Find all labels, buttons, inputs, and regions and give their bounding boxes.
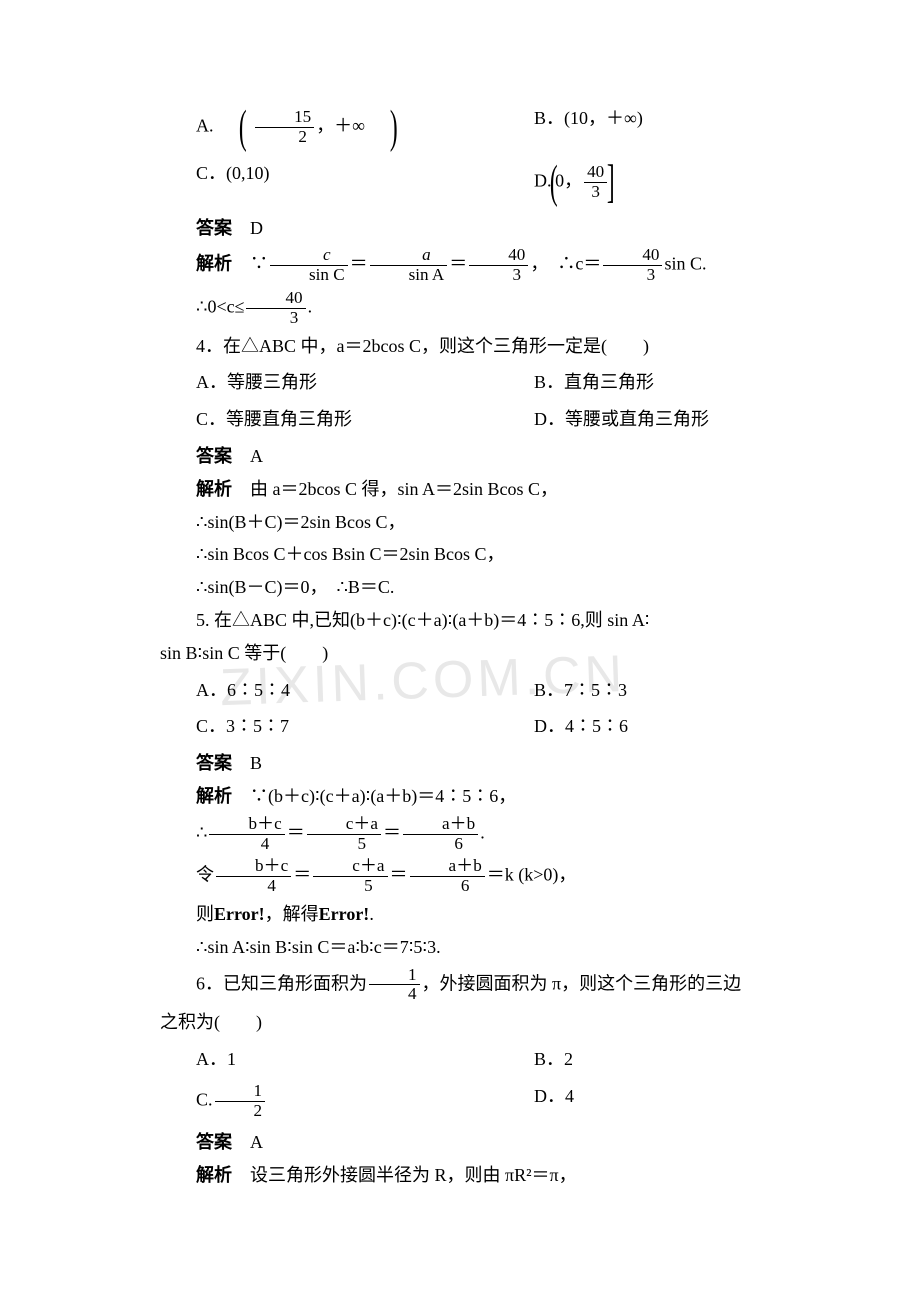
q4-stem: 4．在△ABC 中，a＝2bcos C，则这个三角形一定是( ) bbox=[160, 332, 840, 361]
q6-opt-c: C.12 bbox=[160, 1082, 534, 1121]
q3-answer: D bbox=[250, 218, 263, 238]
q4-answer: A bbox=[250, 446, 263, 466]
q6-stem-2: 之积为( ) bbox=[160, 1008, 840, 1037]
error-text: Error! bbox=[214, 904, 265, 924]
q3-answer-line: 答案 D bbox=[160, 214, 840, 243]
q4-opt-b: B．直角三角形 bbox=[534, 368, 840, 397]
q3-explain-2: ∴0<c≤403. bbox=[160, 289, 840, 328]
q5-stem-1: 5. 在△ABC 中,已知(b＋c)∶(c＋a)∶(a＋b)＝4∶5∶6,则 s… bbox=[160, 606, 840, 635]
q3-opt-c: C．(0,10) bbox=[160, 159, 534, 206]
q6-opt-d: D．4 bbox=[534, 1082, 840, 1121]
q5-explain-1: 解析 ∵(b＋c)∶(c＋a)∶(a＋b)＝4∶5∶6， bbox=[160, 782, 840, 811]
error-text: Error! bbox=[319, 904, 370, 924]
q3-opt-b: B．(10，＋∞) bbox=[534, 104, 840, 151]
q4-explain-3: ∴sin Bcos C＋cos Bsin C＝2sin Bcos C， bbox=[160, 540, 840, 569]
q4-explain-1: 解析 由 a＝2bcos C 得，sin A＝2sin Bcos C， bbox=[160, 475, 840, 504]
q5-opt-b: B．7∶5∶3 bbox=[534, 676, 840, 705]
q4-opt-c: C．等腰直角三角形 bbox=[160, 405, 534, 434]
q4-opt-a: A．等腰三角形 bbox=[160, 368, 534, 397]
q5-explain-2: ∴b＋c4＝c＋a5＝a＋b6. bbox=[160, 815, 840, 854]
q3-explain-1: 解析 ∵csin C＝asin A＝403， ∴c＝403sin C. bbox=[160, 246, 840, 285]
q5-opt-c: C．3∶5∶7 bbox=[160, 712, 534, 741]
q6-opt-a: A．1 bbox=[160, 1045, 534, 1074]
q5-opt-a: A．6∶5∶4 bbox=[160, 676, 534, 705]
answer-label: 答案 bbox=[196, 446, 232, 466]
explain-label: 解析 bbox=[196, 254, 232, 274]
explain-label: 解析 bbox=[196, 786, 232, 806]
answer-label: 答案 bbox=[196, 753, 232, 773]
explain-label: 解析 bbox=[196, 479, 232, 499]
q4-opt-d: D．等腰或直角三角形 bbox=[534, 405, 840, 434]
answer-label: 答案 bbox=[196, 1132, 232, 1152]
q6-explain-1: 解析 设三角形外接圆半径为 R，则由 πR²＝π， bbox=[160, 1161, 840, 1190]
q4-explain-4: ∴sin(B－C)＝0， ∴B＝C. bbox=[160, 573, 840, 602]
q4-explain-2: ∴sin(B＋C)＝2sin Bcos C， bbox=[160, 508, 840, 537]
q6-answer: A bbox=[250, 1132, 263, 1152]
q3-opt-d: D.(0，403] bbox=[534, 159, 840, 206]
q6-answer-line: 答案 A bbox=[160, 1128, 840, 1157]
q5-stem-2: sin B∶sin C 等于( ) bbox=[160, 639, 840, 668]
q6-stem-1: 6．已知三角形面积为14，外接圆面积为 π，则这个三角形的三边 bbox=[160, 966, 840, 1005]
explain-label: 解析 bbox=[196, 1165, 232, 1185]
q5-opt-d: D．4∶5∶6 bbox=[534, 712, 840, 741]
q5-answer-line: 答案 B bbox=[160, 749, 840, 778]
q6-opt-b: B．2 bbox=[534, 1045, 840, 1074]
q5-explain-4: 则Error!，解得Error!. bbox=[160, 900, 840, 929]
q5-explain-3: 令b＋c4＝c＋a5＝a＋b6＝k (k>0)， bbox=[160, 857, 840, 896]
q4-answer-line: 答案 A bbox=[160, 442, 840, 471]
q5-explain-5: ∴sin A∶sin B∶sin C＝a∶b∶c＝7∶5∶3. bbox=[160, 933, 840, 962]
q5-answer: B bbox=[250, 753, 262, 773]
answer-label: 答案 bbox=[196, 218, 232, 238]
q3-opt-a: A.(152，＋∞) bbox=[160, 104, 534, 151]
